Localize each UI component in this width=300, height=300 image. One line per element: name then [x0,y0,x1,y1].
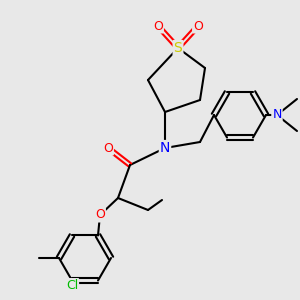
Text: Cl: Cl [66,279,78,292]
Text: O: O [103,142,113,154]
Text: N: N [272,109,282,122]
Text: O: O [95,208,105,221]
Text: N: N [160,141,170,155]
Text: O: O [153,20,163,32]
Text: O: O [193,20,203,32]
Text: S: S [174,41,182,55]
